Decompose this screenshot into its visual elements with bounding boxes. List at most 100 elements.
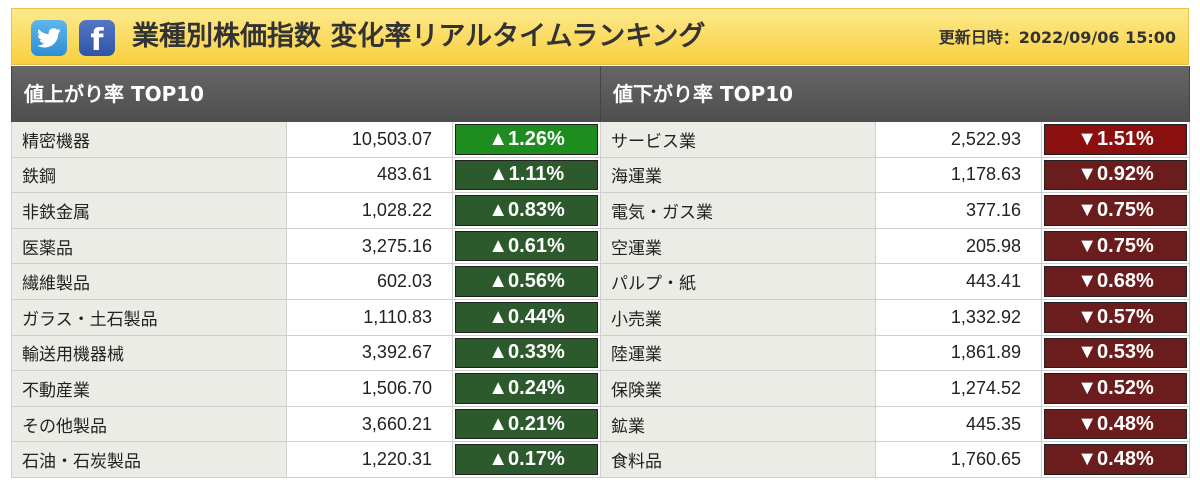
rate-cell: ▲0.44% [453, 299, 601, 336]
sector-name[interactable]: 精密機器 [11, 122, 287, 158]
change-rate-badge: ▲0.21% [455, 408, 598, 440]
index-value: 1,220.31 [287, 442, 453, 478]
sector-name[interactable]: パルプ・紙 [600, 264, 876, 300]
index-value: 10,503.07 [287, 122, 453, 158]
table-row: 不動産業 1,506.70 ▲0.24% [11, 371, 601, 407]
sector-name[interactable]: 繊維製品 [11, 264, 287, 300]
table-row: 海運業 1,178.63 ▼0.92% [600, 157, 1190, 194]
facebook-icon: f [90, 23, 104, 58]
rate-cell: ▲0.24% [453, 371, 601, 407]
index-value: 2,522.93 [876, 122, 1042, 158]
change-rate-badge: ▼0.57% [1044, 301, 1187, 333]
index-value: 205.98 [876, 228, 1042, 265]
sector-name[interactable]: 輸送用機器械 [11, 335, 287, 372]
table-row: 電気・ガス業 377.16 ▼0.75% [600, 193, 1190, 229]
index-value: 377.16 [876, 193, 1042, 229]
sector-name[interactable]: 電気・ガス業 [600, 193, 876, 229]
table-row: パルプ・紙 443.41 ▼0.68% [600, 264, 1190, 300]
index-value: 3,660.21 [287, 406, 453, 443]
change-rate-badge: ▲0.24% [455, 373, 598, 404]
change-rate-badge: ▼0.75% [1044, 230, 1187, 262]
rate-cell: ▼0.92% [1042, 157, 1190, 194]
change-rate-badge: ▼0.48% [1044, 444, 1187, 475]
index-value: 443.41 [876, 264, 1042, 300]
index-value: 602.03 [287, 264, 453, 300]
table-row: 陸運業 1,861.89 ▼0.53% [600, 335, 1190, 372]
table-row: サービス業 2,522.93 ▼1.51% [600, 122, 1190, 158]
change-rate-badge: ▲0.17% [455, 444, 598, 475]
rate-cell: ▼0.48% [1042, 406, 1190, 443]
table-row: 精密機器 10,503.07 ▲1.26% [11, 122, 601, 158]
table-row: 医薬品 3,275.16 ▲0.61% [11, 228, 601, 265]
sector-name[interactable]: サービス業 [600, 122, 876, 158]
sector-name[interactable]: 食料品 [600, 442, 876, 478]
table-row: 空運業 205.98 ▼0.75% [600, 228, 1190, 265]
index-value: 1,506.70 [287, 371, 453, 407]
rate-cell: ▼1.51% [1042, 122, 1190, 158]
rate-cell: ▼0.48% [1042, 442, 1190, 478]
rate-cell: ▼0.75% [1042, 193, 1190, 229]
gainers-heading: 値上がり率 TOP10 [11, 66, 601, 122]
rate-cell: ▼0.53% [1042, 335, 1190, 372]
change-rate-badge: ▼1.51% [1044, 124, 1187, 155]
change-rate-badge: ▼0.53% [1044, 337, 1187, 369]
table-row: 小売業 1,332.92 ▼0.57% [600, 299, 1190, 336]
index-value: 445.35 [876, 406, 1042, 443]
rate-cell: ▲0.61% [453, 228, 601, 265]
rate-cell: ▲0.56% [453, 264, 601, 300]
table-row: 石油・石炭製品 1,220.31 ▲0.17% [11, 442, 601, 478]
index-value: 3,392.67 [287, 335, 453, 372]
rate-cell: ▼0.68% [1042, 264, 1190, 300]
change-rate-badge: ▼0.68% [1044, 266, 1187, 297]
sector-name[interactable]: 不動産業 [11, 371, 287, 407]
updated-timestamp: 更新日時：2022/09/06 15:00 [938, 28, 1176, 47]
sector-name[interactable]: 医薬品 [11, 228, 287, 265]
index-value: 1,760.65 [876, 442, 1042, 478]
index-value: 1,178.63 [876, 157, 1042, 194]
sector-name[interactable]: 小売業 [600, 299, 876, 336]
index-value: 1,332.92 [876, 299, 1042, 336]
sector-name[interactable]: 非鉄金属 [11, 193, 287, 229]
twitter-share-button[interactable] [31, 20, 67, 56]
index-value: 3,275.16 [287, 228, 453, 265]
sector-name[interactable]: 鉄鋼 [11, 157, 287, 194]
change-rate-badge: ▼0.48% [1044, 408, 1187, 440]
change-rate-badge: ▲1.11% [455, 159, 598, 191]
rate-cell: ▲1.26% [453, 122, 601, 158]
sector-name[interactable]: 鉱業 [600, 406, 876, 443]
rate-cell: ▲0.21% [453, 406, 601, 443]
change-rate-badge: ▲1.26% [455, 124, 598, 155]
change-rate-badge: ▼0.52% [1044, 373, 1187, 404]
rate-cell: ▲0.83% [453, 193, 601, 229]
sector-name[interactable]: その他製品 [11, 406, 287, 443]
change-rate-badge: ▲0.44% [455, 301, 598, 333]
rate-cell: ▼0.75% [1042, 228, 1190, 265]
rate-cell: ▲0.33% [453, 335, 601, 372]
change-rate-badge: ▲0.83% [455, 195, 598, 226]
page-header: f 業種別株価指数 変化率リアルタイムランキング 更新日時：2022/09/06… [11, 8, 1189, 65]
table-row: 食料品 1,760.65 ▼0.48% [600, 442, 1190, 478]
index-value: 1,861.89 [876, 335, 1042, 372]
rate-cell: ▲1.11% [453, 157, 601, 194]
sector-name[interactable]: 海運業 [600, 157, 876, 194]
rate-cell: ▼0.52% [1042, 371, 1190, 407]
sector-name[interactable]: 石油・石炭製品 [11, 442, 287, 478]
change-rate-badge: ▼0.92% [1044, 159, 1187, 191]
twitter-icon [36, 28, 61, 48]
table-row: 非鉄金属 1,028.22 ▲0.83% [11, 193, 601, 229]
losers-panel: 値下がり率 TOP10 サービス業 2,522.93 ▼1.51% 海運業 1,178.… [600, 66, 1190, 478]
table-row: 保険業 1,274.52 ▼0.52% [600, 371, 1190, 407]
table-row: 鉱業 445.35 ▼0.48% [600, 406, 1190, 443]
facebook-share-button[interactable]: f [79, 20, 115, 58]
page-title: 業種別株価指数 変化率リアルタイムランキング [132, 21, 706, 52]
change-rate-badge: ▲0.61% [455, 230, 598, 262]
sector-name[interactable]: 保険業 [600, 371, 876, 407]
index-value: 1,028.22 [287, 193, 453, 229]
index-value: 483.61 [287, 157, 453, 194]
change-rate-badge: ▲0.56% [455, 266, 598, 297]
sector-name[interactable]: 空運業 [600, 228, 876, 265]
change-rate-badge: ▼0.75% [1044, 195, 1187, 226]
sector-name[interactable]: 陸運業 [600, 335, 876, 372]
rate-cell: ▼0.57% [1042, 299, 1190, 336]
sector-name[interactable]: ガラス・土石製品 [11, 299, 287, 336]
